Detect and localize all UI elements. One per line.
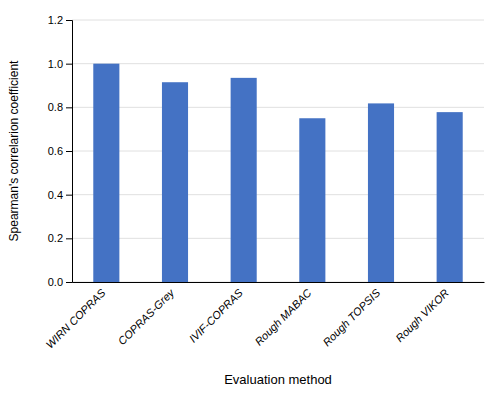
y-axis-title: Spearman's correlarion coefficient <box>7 60 21 241</box>
y-tick: 0.6 <box>48 145 72 157</box>
y-tick-mark <box>66 151 72 152</box>
y-tick-mark <box>66 238 72 239</box>
grid-line <box>72 63 484 64</box>
bar <box>231 78 257 282</box>
plot: 0.0 0.2 0.4 0.6 0.8 1.0 1.2 WIRN COPRASCOPRAS-G… <box>43 14 484 351</box>
x-tick-label: WIRN COPRAS <box>43 286 108 351</box>
x-tick-label: Rough VIKOR <box>393 286 451 344</box>
y-tick-label: 1.2 <box>48 14 63 26</box>
grid <box>72 20 484 282</box>
grid-line <box>72 20 484 21</box>
y-axis: 0.0 0.2 0.4 0.6 0.8 1.0 1.2 <box>48 14 73 288</box>
y-tick: 0.8 <box>48 101 72 113</box>
chart: 0.0 0.2 0.4 0.6 0.8 1.0 1.2 WIRN COPRASCOPRAS-G… <box>0 0 500 394</box>
x-tick: Rough VIKOR <box>393 286 451 344</box>
y-tick-label: 0.6 <box>48 145 63 157</box>
y-tick: 1.0 <box>48 58 72 70</box>
grid-line <box>72 151 484 152</box>
y-tick-mark <box>66 20 72 21</box>
grid-line <box>72 107 484 108</box>
y-tick-mark <box>66 195 72 196</box>
x-tick-label: COPRAS-Grey <box>116 285 178 347</box>
y-tick-mark <box>66 107 72 108</box>
x-tick: Rough MABAC <box>252 286 313 347</box>
y-tick-label: 1.0 <box>48 58 63 70</box>
grid-line <box>72 282 484 283</box>
y-tick: 0.4 <box>48 189 72 201</box>
y-axis-line <box>66 21 73 283</box>
x-tick: COPRAS-Grey <box>116 285 178 347</box>
grid-line <box>72 238 484 239</box>
x-tick: WIRN COPRAS <box>43 286 108 351</box>
y-tick: 0.0 <box>48 276 72 288</box>
y-tick-label: 0.8 <box>48 101 63 113</box>
x-tick: IVIF-COPRAS <box>187 286 246 345</box>
x-axis: WIRN COPRASCOPRAS-GreyIVIF-COPRASRough M… <box>43 283 484 351</box>
x-tick: Rough TOPSIS <box>320 286 382 348</box>
x-axis-title: Evaluation method <box>224 372 332 387</box>
y-tick-mark <box>66 282 72 283</box>
bar <box>368 103 394 282</box>
bars <box>93 64 462 282</box>
y-tick-mark <box>66 64 72 65</box>
bar <box>299 118 325 282</box>
y-tick: 0.2 <box>48 232 72 244</box>
y-tick-label: 0.2 <box>48 232 63 244</box>
y-tick: 1.2 <box>48 14 72 26</box>
grid-line <box>72 194 484 195</box>
x-tick-label: Rough TOPSIS <box>320 286 382 348</box>
x-tick-label: IVIF-COPRAS <box>187 286 246 345</box>
bar <box>162 82 188 282</box>
bar <box>93 64 119 282</box>
x-axis-line <box>73 282 485 283</box>
y-tick-label: 0.4 <box>48 189 63 201</box>
bar <box>437 112 463 282</box>
x-tick-label: Rough MABAC <box>252 286 313 347</box>
y-tick-label: 0.0 <box>48 276 63 288</box>
